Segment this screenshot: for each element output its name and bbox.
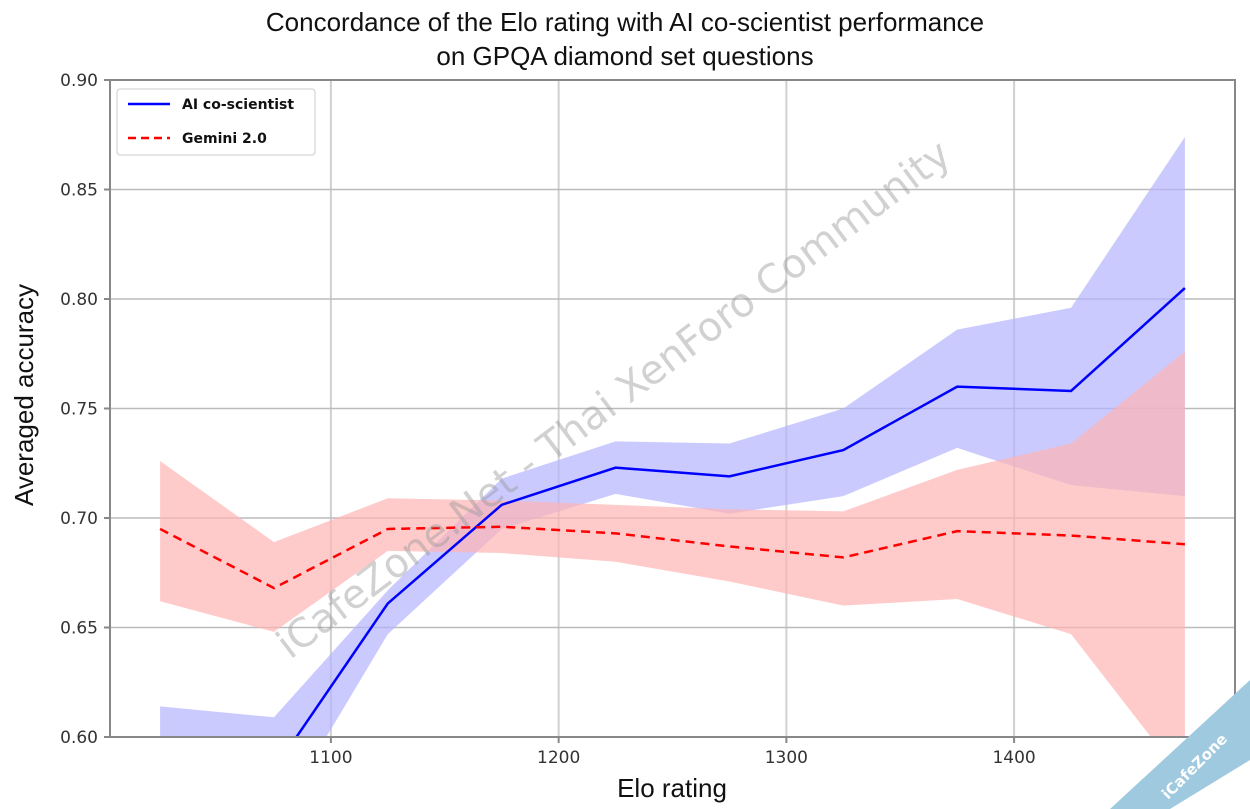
legend-label-gemini: Gemini 2.0: [182, 131, 267, 147]
y-tick-label: 0.85: [60, 181, 98, 201]
y-tick-label: 0.60: [60, 728, 98, 748]
y-tick-label: 0.65: [60, 619, 98, 639]
confidence-band-ai-co-scientist: [160, 136, 1185, 737]
series-line-gemini: [159, 525, 1185, 590]
y-axis-label: Averaged accuracy: [9, 284, 39, 506]
y-tick-label: 0.80: [60, 290, 98, 310]
chart-title: Concordance of the Elo rating with AI co…: [265, 7, 985, 37]
x-tick-label: 1100: [309, 748, 352, 768]
y-tick-label: 0.75: [60, 400, 98, 420]
x-tick-label: 1300: [765, 748, 808, 768]
x-tick-label: 1400: [992, 748, 1035, 768]
legend-label-ai-co-scientist: AI co-scientist: [182, 97, 294, 113]
y-tick-label: 0.70: [60, 509, 98, 529]
confidence-band-gemini: [160, 351, 1185, 737]
chart-subtitle: on GPQA diamond set questions: [436, 41, 814, 71]
series-line-ai-co-scientist: [294, 287, 1186, 737]
legend: AI co-scientist Gemini 2.0: [116, 88, 316, 156]
x-tick-label: 1200: [537, 748, 580, 768]
y-tick-label: 0.90: [60, 71, 98, 91]
x-axis-label: Elo rating: [617, 773, 727, 803]
